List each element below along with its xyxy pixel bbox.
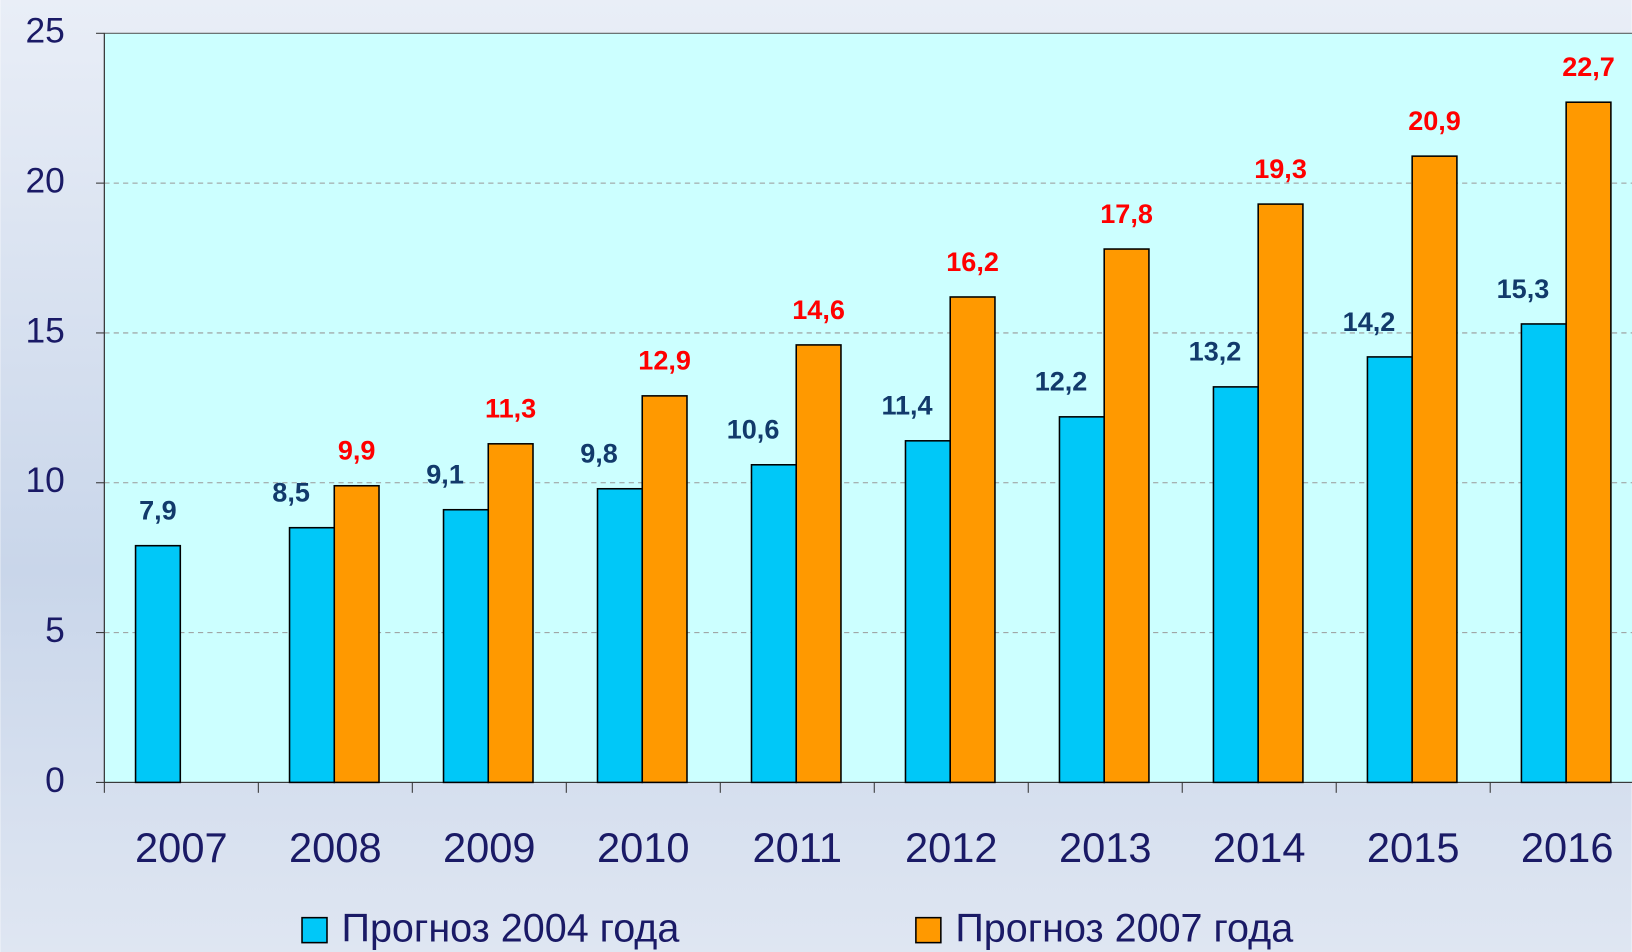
x-tick-label: 2009: [443, 824, 536, 871]
bar: [596, 487, 644, 784]
data-label: 11,3: [485, 394, 536, 424]
bar: [333, 484, 380, 784]
bar: [134, 544, 182, 784]
y-tick-label: 0: [45, 761, 65, 800]
data-label: 13,2: [1189, 337, 1242, 367]
y-tick-label: 25: [25, 12, 64, 51]
data-label: 9,8: [580, 439, 618, 469]
bar: [904, 440, 951, 784]
data-label: 11,4: [881, 391, 932, 421]
bar: [641, 395, 688, 784]
data-label: 19,3: [1254, 154, 1307, 184]
bar: [487, 443, 534, 784]
x-tick-label: 2013: [1059, 824, 1152, 871]
y-tick-label: 20: [25, 161, 64, 200]
data-label: 20,9: [1408, 106, 1461, 136]
legend-label: Прогноз 2004 года: [342, 907, 680, 951]
data-label: 15,3: [1497, 274, 1550, 304]
bar: [1411, 155, 1458, 784]
x-tick-label: 2011: [753, 824, 842, 871]
data-label: 9,9: [338, 436, 376, 466]
bar: [1058, 416, 1105, 784]
data-label: 14,6: [792, 295, 845, 325]
data-label: 17,8: [1100, 199, 1153, 229]
x-tick-label: 2008: [289, 824, 382, 871]
bar: [1565, 101, 1612, 784]
bar: [1257, 203, 1304, 784]
y-tick-label: 15: [25, 311, 64, 350]
legend-label: Прогноз 2007 года: [955, 907, 1293, 951]
data-label: 12,2: [1035, 367, 1088, 397]
data-label: 12,9: [638, 346, 691, 376]
x-tick-label: 2007: [135, 824, 228, 871]
data-label: 9,1: [426, 460, 464, 490]
x-tick-label: 2010: [597, 824, 690, 871]
data-label: 8,5: [272, 478, 310, 508]
x-tick-label: 2012: [905, 824, 998, 871]
x-tick-label: 2015: [1367, 824, 1460, 871]
bar: [949, 296, 996, 784]
bar: [1212, 386, 1259, 784]
data-label: 22,7: [1562, 52, 1615, 82]
bar: [288, 526, 336, 784]
bar: [1366, 356, 1413, 784]
bar: [750, 464, 798, 784]
y-tick-label: 10: [25, 461, 64, 500]
x-tick-label: 2016: [1521, 824, 1614, 871]
data-label: 10,6: [727, 415, 780, 445]
bar: [1103, 248, 1150, 784]
legend-swatch: [301, 916, 328, 944]
data-label: 16,2: [946, 247, 999, 277]
y-tick-label: 5: [45, 611, 65, 650]
data-label: 14,2: [1343, 307, 1396, 337]
bar: [1520, 323, 1567, 784]
legend-swatch: [915, 916, 942, 944]
x-tick-label: 2014: [1213, 824, 1306, 871]
data-label: 7,9: [139, 496, 177, 526]
bar: [442, 508, 490, 784]
bar: [795, 344, 842, 784]
